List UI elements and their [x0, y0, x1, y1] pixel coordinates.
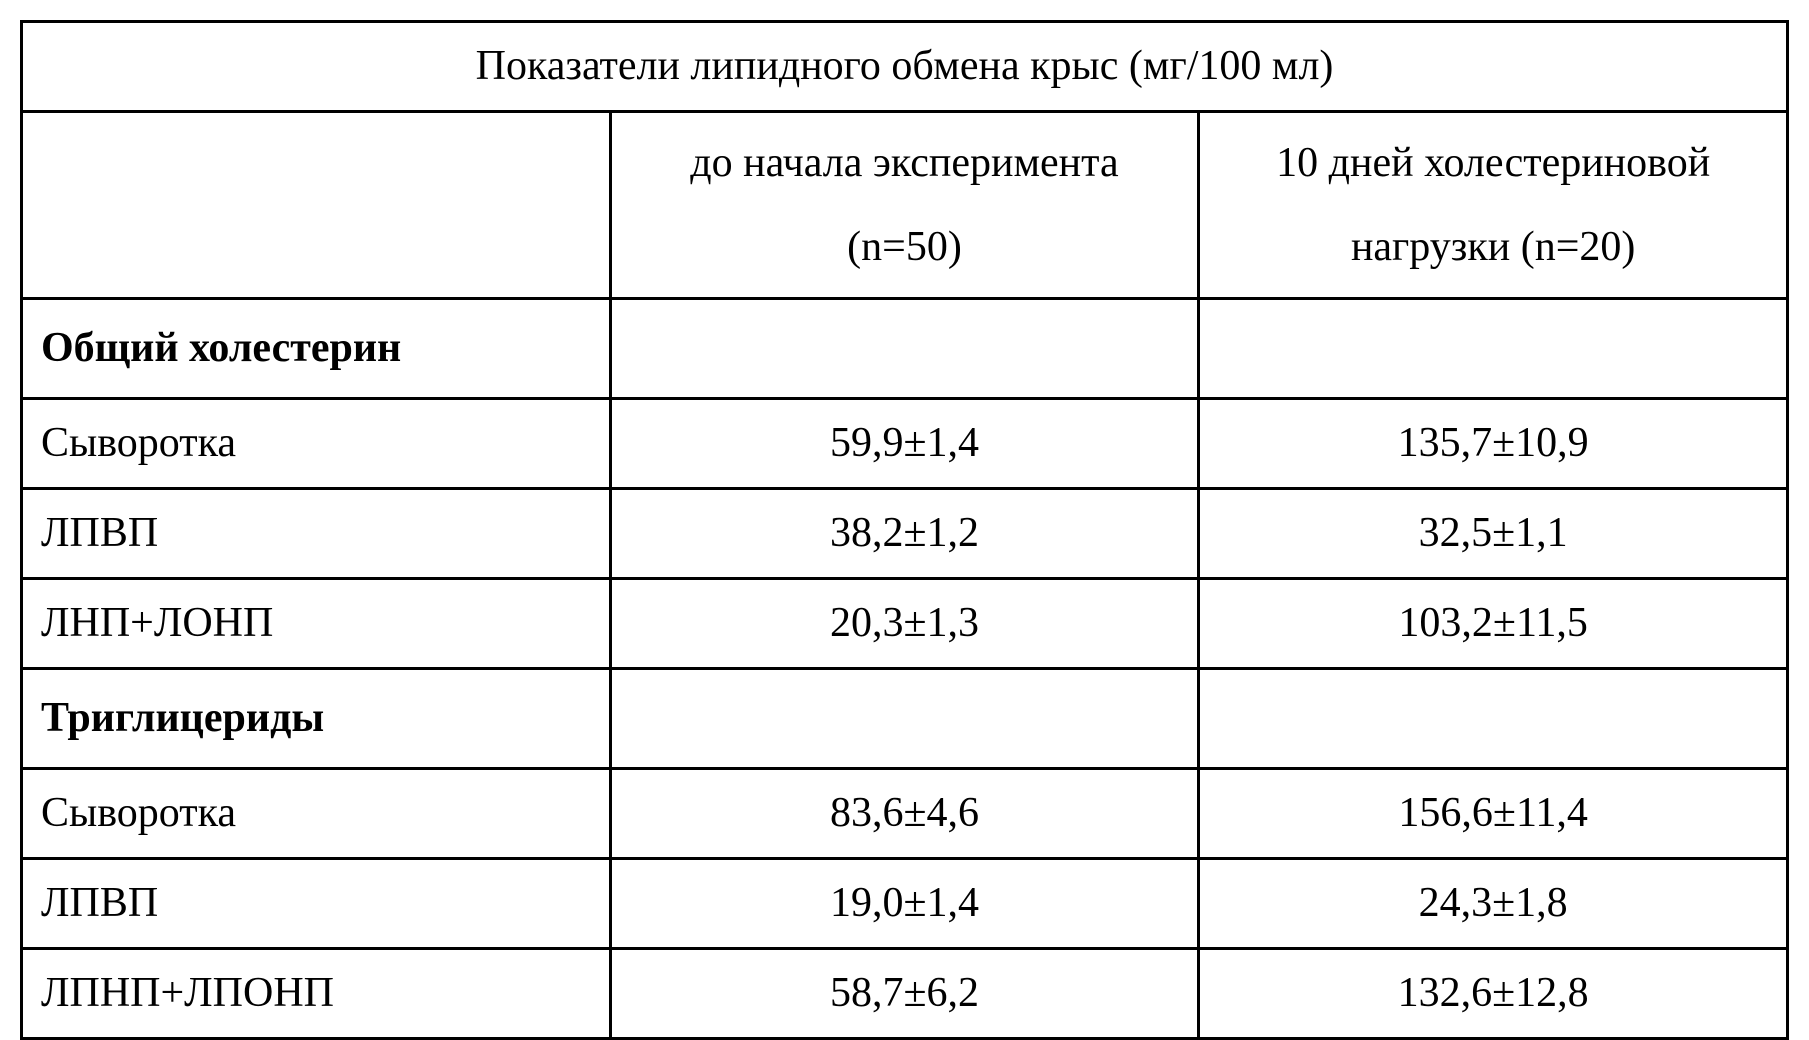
- table-row: ЛНП+ЛОНП 20,3±1,3 103,2±11,5: [22, 579, 1788, 669]
- table-row: ЛПВП 19,0±1,4 24,3±1,8: [22, 859, 1788, 949]
- row-after: 103,2±11,5: [1199, 579, 1788, 669]
- section-label: Общий холестерин: [22, 299, 611, 399]
- table-title: Показатели липидного обмена крыс (мг/100…: [22, 22, 1788, 112]
- row-before: 19,0±1,4: [610, 859, 1199, 949]
- section-empty-after: [1199, 299, 1788, 399]
- section-row: Триглицериды: [22, 669, 1788, 769]
- section-empty-before: [610, 669, 1199, 769]
- row-before: 38,2±1,2: [610, 489, 1199, 579]
- row-after: 156,6±11,4: [1199, 769, 1788, 859]
- section-empty-after: [1199, 669, 1788, 769]
- row-label: Сыворотка: [22, 399, 611, 489]
- table-header-row: до начала эксперимента (n=50) 10 дней хо…: [22, 112, 1788, 299]
- row-after: 135,7±10,9: [1199, 399, 1788, 489]
- section-row: Общий холестерин: [22, 299, 1788, 399]
- row-label: ЛПВП: [22, 859, 611, 949]
- row-before: 59,9±1,4: [610, 399, 1199, 489]
- header-after: 10 дней холестериновой нагрузки (n=20): [1199, 112, 1788, 299]
- section-empty-before: [610, 299, 1199, 399]
- row-before: 20,3±1,3: [610, 579, 1199, 669]
- row-after: 132,6±12,8: [1199, 949, 1788, 1039]
- section-label: Триглицериды: [22, 669, 611, 769]
- row-label: Сыворотка: [22, 769, 611, 859]
- header-before: до начала эксперимента (n=50): [610, 112, 1199, 299]
- header-empty: [22, 112, 611, 299]
- row-before: 83,6±4,6: [610, 769, 1199, 859]
- table-title-row: Показатели липидного обмена крыс (мг/100…: [22, 22, 1788, 112]
- row-after: 32,5±1,1: [1199, 489, 1788, 579]
- table-row: Сыворотка 83,6±4,6 156,6±11,4: [22, 769, 1788, 859]
- lipid-metabolism-table: Показатели липидного обмена крыс (мг/100…: [20, 20, 1789, 1040]
- table-row: ЛПНП+ЛПОНП 58,7±6,2 132,6±12,8: [22, 949, 1788, 1039]
- table-row: ЛПВП 38,2±1,2 32,5±1,1: [22, 489, 1788, 579]
- row-label: ЛНП+ЛОНП: [22, 579, 611, 669]
- row-label: ЛПНП+ЛПОНП: [22, 949, 611, 1039]
- row-label: ЛПВП: [22, 489, 611, 579]
- row-after: 24,3±1,8: [1199, 859, 1788, 949]
- table-row: Сыворотка 59,9±1,4 135,7±10,9: [22, 399, 1788, 489]
- row-before: 58,7±6,2: [610, 949, 1199, 1039]
